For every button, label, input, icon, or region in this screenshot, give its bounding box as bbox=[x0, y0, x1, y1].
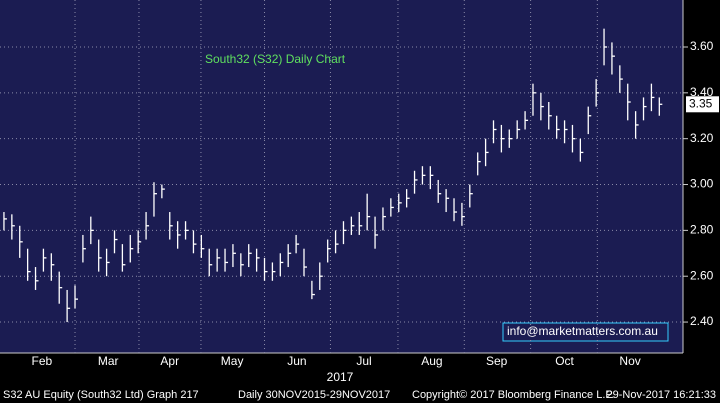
x-tick-label: Jun bbox=[287, 354, 306, 368]
plot-area bbox=[0, 0, 683, 353]
footer-text: Copyright© 2017 Bloomberg Finance L.P. bbox=[412, 389, 614, 401]
y-tick-label: 2.80 bbox=[690, 223, 714, 237]
x-tick-label: May bbox=[221, 354, 244, 368]
year-label: 2017 bbox=[327, 370, 354, 384]
footer-text: S32 AU Equity (South32 Ltd) Graph 217 bbox=[3, 389, 199, 401]
annotation: info@marketmatters.com.au bbox=[507, 324, 658, 338]
x-tick-label: Mar bbox=[98, 354, 119, 368]
annotation-box bbox=[502, 322, 669, 342]
x-tick-label: Oct bbox=[555, 354, 574, 368]
y-tick-label: 3.20 bbox=[690, 131, 714, 145]
x-tick-label: Apr bbox=[160, 354, 179, 368]
x-tick-label: Feb bbox=[32, 354, 53, 368]
y-tick-label: 3.40 bbox=[690, 85, 714, 99]
y-tick-label: 3.00 bbox=[690, 177, 714, 191]
x-tick-label: Jul bbox=[356, 354, 371, 368]
y-tick-label: 2.40 bbox=[690, 314, 714, 328]
last-price-label: 3.35 bbox=[689, 96, 713, 110]
chart-title: South32 (S32) Daily Chart bbox=[205, 52, 346, 66]
y-tick-label: 2.60 bbox=[690, 268, 714, 282]
footer-band bbox=[0, 386, 720, 403]
footer-text: Daily 30NOV2015-29NOV2017 bbox=[238, 389, 390, 401]
x-tick-label: Nov bbox=[619, 354, 640, 368]
y-tick-label: 3.60 bbox=[690, 39, 714, 53]
last-price-box bbox=[686, 96, 719, 113]
x-tick-label: Aug bbox=[421, 354, 442, 368]
x-tick-label: Sep bbox=[486, 354, 508, 368]
footer-text: 29-Nov-2017 16:21:33 bbox=[607, 389, 716, 401]
